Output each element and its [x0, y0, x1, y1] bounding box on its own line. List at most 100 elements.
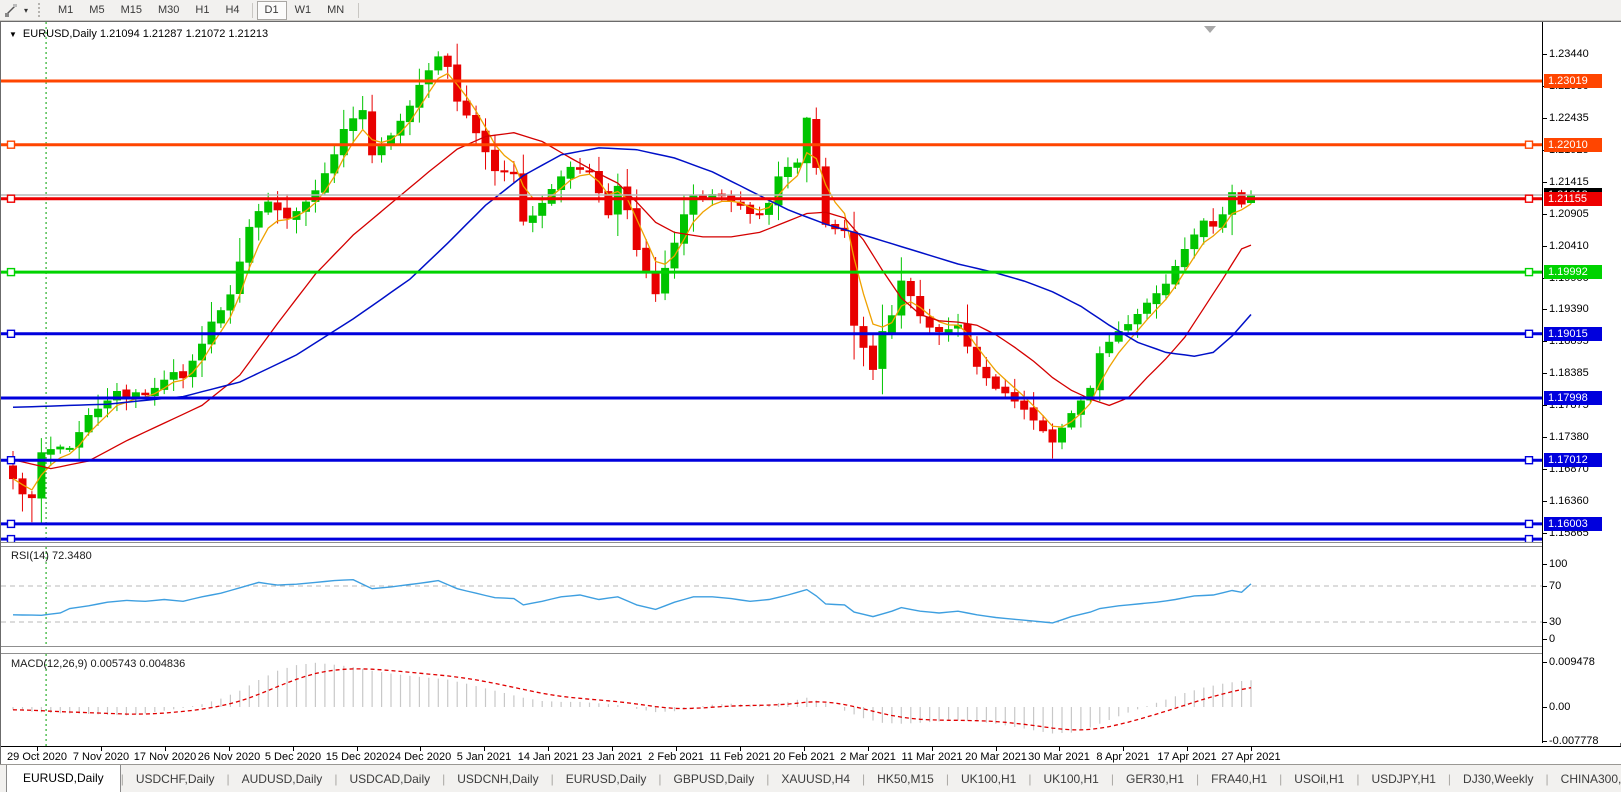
timeframe-button-m30[interactable]: M30	[157, 3, 180, 16]
chart-shift-marker-icon[interactable]	[1204, 26, 1216, 33]
chart-tab[interactable]: UK100,H1	[1043, 772, 1099, 786]
line-handle[interactable]	[6, 329, 16, 338]
axis-tickmark	[1543, 622, 1547, 623]
line-handle[interactable]	[6, 140, 16, 149]
timeframe-button-h4[interactable]: H4	[225, 3, 240, 16]
axis-tickmark	[1543, 246, 1547, 247]
rsi-label: RSI(14) 72.3480	[11, 550, 92, 562]
crosshair-tool-icon[interactable]	[3, 2, 19, 18]
line-handle[interactable]	[1524, 140, 1534, 149]
ma-red-line[interactable]	[12, 132, 1252, 470]
axis-tickmark	[1543, 437, 1547, 438]
timeframe-button-m1[interactable]: M1	[58, 3, 74, 16]
pane-splitter[interactable]	[1, 542, 1621, 547]
tab-divider: |	[862, 772, 866, 786]
line-handle[interactable]	[6, 456, 16, 465]
tool-dropdown-caret-icon[interactable]: ▾	[24, 5, 29, 15]
date-axis-label: 14 Jan 2021	[517, 751, 579, 763]
chart-tab[interactable]: USOil,H1	[1294, 772, 1345, 786]
rsi-indicator-pane[interactable]	[1, 547, 1542, 646]
chart-title-text: EURUSD,Daily 1.21094 1.21287 1.21072 1.2…	[22, 28, 269, 40]
axis-tickmark	[1543, 741, 1547, 742]
price-axis[interactable]: 1.234401.229301.224351.219251.214151.209…	[1542, 22, 1621, 747]
date-axis-label: 17 Apr 2021	[1157, 751, 1217, 763]
chart-tab[interactable]: FRA40,H1	[1211, 772, 1268, 786]
timeframe-button-d1[interactable]: D1	[256, 0, 287, 20]
price-chart-pane[interactable]	[1, 22, 1542, 542]
price-level-badge: 1.21155	[1544, 192, 1602, 206]
axis-tickmark	[1543, 586, 1547, 587]
date-tickmark	[165, 747, 166, 751]
tab-divider: |	[442, 772, 446, 786]
macd-axis-label: 0.00	[1549, 701, 1571, 713]
ma-orange-line[interactable]	[12, 72, 1252, 491]
timeframe-button-w1[interactable]: W1	[294, 3, 312, 16]
axis-tickmark	[1543, 405, 1547, 406]
axis-tickmark	[1543, 309, 1547, 310]
line-handle[interactable]	[1524, 534, 1534, 542]
date-tickmark	[1059, 747, 1060, 751]
axis-tickmark	[1543, 341, 1547, 342]
date-axis[interactable]: 29 Oct 2020 7 Nov 2020 17 Nov 2020 26 Nov 2…	[1, 746, 1621, 764]
timeframe-button-mn[interactable]: MN	[327, 3, 345, 16]
chart-tab[interactable]: USDCNH,Daily	[457, 772, 539, 786]
chart-tab[interactable]: CHINA300,H1	[1560, 772, 1621, 786]
price-axis-label: 1.16360	[1549, 495, 1589, 507]
chart-tab[interactable]: AUDUSD,Daily	[241, 772, 323, 786]
line-handle[interactable]	[6, 534, 16, 542]
chart-title-caret-icon[interactable]: ▼	[9, 29, 17, 39]
axis-tickmark	[1543, 662, 1547, 663]
chart-tab[interactable]: USDCAD,Daily	[349, 772, 431, 786]
price-axis-label: 1.20410	[1549, 240, 1589, 252]
price-level-badge: 1.22010	[1544, 138, 1602, 152]
tab-divider: |	[1356, 772, 1360, 786]
date-axis-label: 5 Jan 2021	[456, 751, 512, 763]
date-tickmark	[740, 747, 741, 751]
date-axis-label: 8 Apr 2021	[1096, 751, 1150, 763]
date-tickmark	[357, 747, 358, 751]
price-axis-label: 1.20905	[1549, 208, 1589, 220]
date-tickmark	[101, 747, 102, 751]
chart-tab[interactable]: EURUSD,Daily	[6, 765, 121, 792]
toolbar-grip[interactable]	[38, 3, 43, 17]
date-tickmark	[676, 747, 677, 751]
timeframe-button-h1[interactable]: H1	[195, 3, 210, 16]
date-tickmark	[1187, 747, 1188, 751]
timeframe-button-m15[interactable]: M15	[120, 3, 142, 16]
chart-title: ▼ EURUSD,Daily 1.21094 1.21287 1.21072 1…	[9, 28, 268, 40]
rsi-axis-label: 100	[1549, 558, 1568, 570]
pane-splitter-2[interactable]	[1, 646, 1621, 654]
line-handle[interactable]	[6, 194, 16, 203]
ma-blue-line[interactable]	[12, 147, 1252, 409]
chart-tab[interactable]: USDJPY,H1	[1371, 772, 1436, 786]
line-handle[interactable]	[1524, 267, 1534, 277]
price-level-badge: 1.17998	[1544, 391, 1602, 405]
tab-divider: |	[1447, 772, 1452, 786]
chart-tab[interactable]: EURUSD,Daily	[565, 772, 647, 786]
chart-tab[interactable]: DJ30,Weekly	[1463, 772, 1534, 786]
rsi-axis-label: 30	[1549, 616, 1562, 628]
price-level-badge: 1.19015	[1544, 327, 1602, 341]
macd-axis-label: 0.009478	[1549, 656, 1595, 668]
price-axis-label: 1.18385	[1549, 367, 1589, 379]
chart-tab[interactable]: HK50,M15	[877, 772, 934, 786]
date-axis-label: 7 Nov 2020	[72, 751, 130, 763]
axis-tickmark	[1543, 707, 1547, 708]
line-handle[interactable]	[1524, 194, 1534, 203]
timeframe-button-m5[interactable]: M5	[89, 3, 105, 16]
line-handle[interactable]	[6, 519, 16, 529]
chart-tab[interactable]: UK100,H1	[960, 772, 1017, 786]
line-handle[interactable]	[6, 267, 16, 277]
macd-indicator-pane[interactable]	[1, 654, 1542, 746]
line-handle[interactable]	[1524, 329, 1534, 338]
chart-tab[interactable]: USDCHF,Daily	[135, 772, 215, 786]
chart-tab[interactable]: XAUUSD,H4	[781, 772, 851, 786]
chart-tab[interactable]: GER30,H1	[1125, 772, 1185, 786]
chart-tab[interactable]: GBPUSD,Daily	[673, 772, 755, 786]
candlestick-series	[9, 43, 1255, 523]
line-handle[interactable]	[1524, 456, 1534, 465]
date-axis-label: 26 Nov 2020	[197, 751, 261, 763]
line-handle[interactable]	[1524, 519, 1534, 529]
date-tickmark	[420, 747, 421, 751]
